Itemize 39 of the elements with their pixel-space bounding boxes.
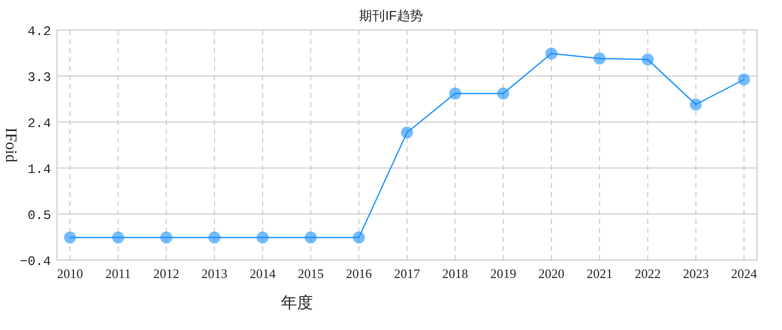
x-tick-label: 2022 — [634, 266, 661, 281]
point — [352, 232, 365, 244]
point — [738, 74, 750, 86]
x-tick-label: 2011 — [105, 266, 131, 281]
point — [64, 232, 76, 244]
point — [594, 52, 606, 64]
y-axis-title: IFoid — [2, 128, 19, 162]
point — [545, 48, 558, 60]
x-tick-label: 2010 — [57, 266, 83, 281]
y-tick-label: 1.4 — [28, 162, 52, 177]
x-tick-label: 2021 — [586, 266, 613, 281]
point — [112, 232, 124, 244]
x-tick-label: 2020 — [538, 266, 564, 281]
point — [304, 232, 317, 244]
point — [160, 232, 172, 244]
point — [497, 88, 510, 100]
y-tick-label: 0.5 — [28, 208, 51, 223]
x-tick-label: 2017 — [394, 266, 420, 281]
point — [449, 88, 462, 100]
point — [690, 98, 702, 110]
x-tick-label: 2014 — [250, 266, 276, 281]
y-tick-label: 3.3 — [28, 70, 51, 85]
chart-title: 期刊IF趋势 — [359, 8, 423, 23]
point — [208, 232, 220, 244]
x-tick-label: 2012 — [153, 266, 180, 281]
point — [401, 126, 413, 138]
y-tick-label: −0.4 — [20, 254, 52, 269]
y-tick-label: 2.4 — [28, 116, 52, 131]
point — [642, 54, 654, 66]
x-tick-label: 2013 — [201, 266, 228, 281]
x-axis-title: 年度 — [281, 294, 313, 312]
x-tick-label: 2023 — [682, 266, 709, 281]
y-tick-label: 4.2 — [28, 24, 51, 39]
x-tick-label: 2015 — [298, 266, 324, 281]
x-tick-label: 2016 — [346, 266, 372, 281]
x-tick-label: 2018 — [442, 266, 468, 281]
x-tick-label: 2019 — [490, 266, 516, 281]
point — [256, 232, 269, 244]
x-tick-label: 2024 — [731, 266, 758, 281]
